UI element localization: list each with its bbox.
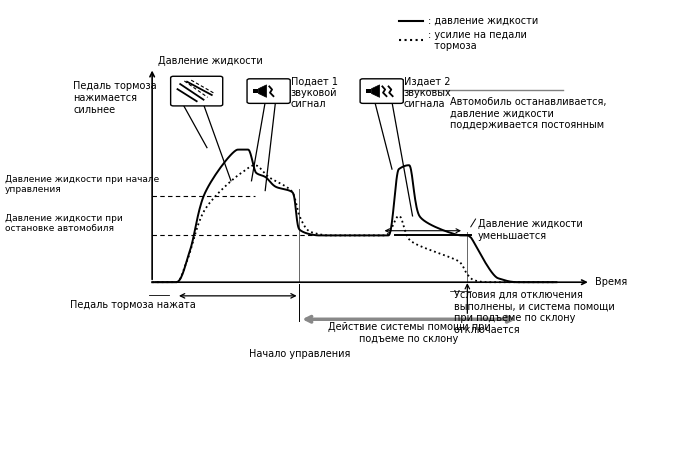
Polygon shape	[259, 85, 266, 97]
Text: Давление жидкости при начале
управления: Давление жидкости при начале управления	[5, 175, 159, 194]
Text: Действие системы помощи при
подъеме по склону: Действие системы помощи при подъеме по с…	[327, 322, 491, 344]
Text: Давление жидкости при
остановке автомобиля: Давление жидкости при остановке автомоби…	[5, 214, 122, 233]
Text: Начало управления: Начало управления	[249, 349, 350, 358]
Text: Автомобиль останавливается,
давление жидкости
поддерживается постоянным: Автомобиль останавливается, давление жид…	[450, 97, 607, 130]
Polygon shape	[366, 89, 372, 94]
Polygon shape	[253, 89, 259, 94]
Text: Давление жидкости: Давление жидкости	[158, 56, 262, 66]
Text: Время: Время	[596, 277, 627, 287]
Text: Подает 1
звуковой
сигнал: Подает 1 звуковой сигнал	[290, 76, 338, 109]
Text: Педаль тормоза нажата: Педаль тормоза нажата	[70, 300, 195, 310]
FancyBboxPatch shape	[247, 79, 290, 103]
Text: : усилие на педали
  тормоза: : усилие на педали тормоза	[428, 30, 526, 51]
FancyBboxPatch shape	[171, 76, 223, 106]
Text: Давление жидкости
уменьшается: Давление жидкости уменьшается	[477, 219, 582, 241]
Polygon shape	[372, 85, 380, 97]
FancyBboxPatch shape	[360, 79, 403, 103]
Text: Условия для отключения
выполнены, и система помощи
при подъеме по склону
отключа: Условия для отключения выполнены, и сист…	[453, 290, 614, 335]
Text: Издает 2
звуковых
сигнала: Издает 2 звуковых сигнала	[404, 76, 451, 109]
Text: Педаль тормоза
нажимается
сильнее: Педаль тормоза нажимается сильнее	[74, 81, 157, 114]
Text: : давление жидкости: : давление жидкости	[428, 16, 538, 26]
